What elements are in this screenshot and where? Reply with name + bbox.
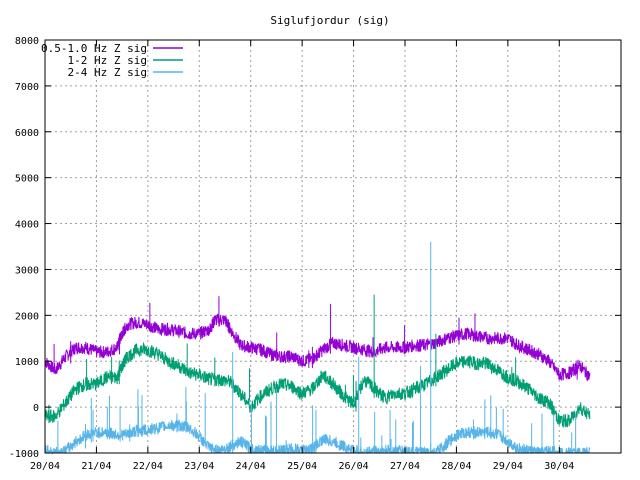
- y-tick-label: 1000: [15, 357, 39, 368]
- axes: -1000 0 1000 2000 3000 4000 5000 6000 7000 8000 20…: [9, 36, 622, 472]
- series-line: [44, 341, 591, 428]
- x-tick-label: 20/04: [30, 461, 60, 472]
- plot-frame: [44, 39, 622, 454]
- x-tick-label: 29/04: [493, 461, 523, 472]
- series-1: [44, 296, 591, 382]
- series-3: [44, 386, 591, 455]
- legend-label: 2-4 Hz Z sig: [68, 66, 147, 79]
- y-tick-label: 5000: [15, 174, 39, 185]
- series-line: [44, 313, 591, 382]
- x-tick-label: 30/04: [544, 461, 574, 472]
- y-tick-label: 6000: [15, 128, 39, 139]
- x-tick-label: 26/04: [339, 461, 369, 472]
- y-tick-label: -1000: [9, 449, 39, 460]
- grid: [44, 39, 621, 454]
- x-tick-label: 28/04: [441, 461, 471, 472]
- x-tick-label: 24/04: [236, 461, 266, 472]
- series-2: [44, 341, 591, 428]
- series-line: [44, 419, 591, 455]
- y-tick-label: 0: [33, 403, 39, 414]
- x-tick-label: 27/04: [390, 461, 420, 472]
- x-tick-label: 23/04: [184, 461, 214, 472]
- x-tick-label: 22/04: [133, 461, 163, 472]
- legend-label: 0.5-1.0 Hz Z sig: [41, 42, 147, 55]
- y-tick-label: 3000: [15, 265, 39, 276]
- y-tick-label: 7000: [15, 82, 39, 93]
- legend-label: 1-2 Hz Z sig: [68, 54, 147, 67]
- y-tick-label: 4000: [15, 220, 39, 231]
- series-group: [44, 241, 591, 455]
- chart-title: Siglufjordur (sig): [270, 14, 389, 27]
- x-tick-label: 25/04: [287, 461, 317, 472]
- y-tick-label: 2000: [15, 311, 39, 322]
- y-tick-label: 8000: [15, 36, 39, 47]
- x-tick-label: 21/04: [81, 461, 111, 472]
